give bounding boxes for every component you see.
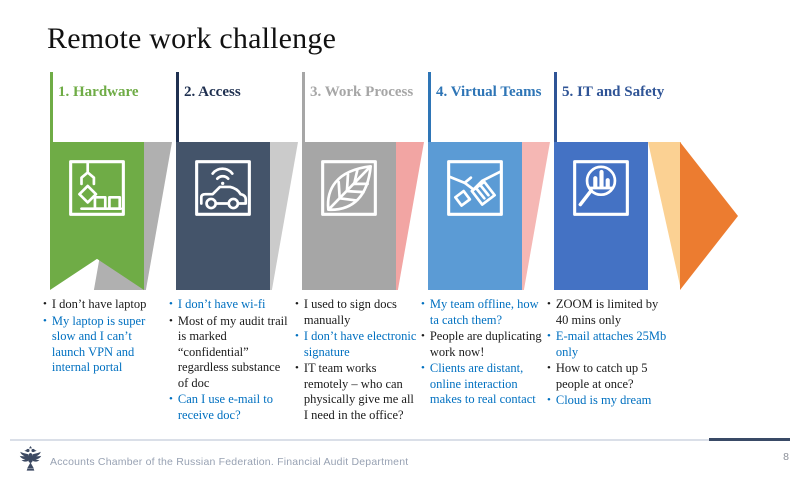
bullet-marker: • [547,298,551,310]
bullet-item: • I used to sign docs manually [295,297,417,328]
bullet-item: • My team offline, how ta catch them? [421,297,543,328]
bullet-item: • Clients are distant, online interaction… [421,361,543,408]
bullet-marker: • [547,330,551,342]
bullet-item: • People are duplicating work now! [421,329,543,360]
eagle-emblem [19,446,42,471]
footer-divider [10,439,736,441]
bullet-marker: • [43,298,47,310]
column-header: 1. Hardware [58,84,139,100]
column-accent-line [302,72,305,142]
bullet-marker: • [547,362,551,374]
column-banner [428,142,522,290]
bullet-item: • IT team works remotely – who can physic… [295,361,417,423]
column-header: 2. Access [184,84,241,100]
column-accent-line [176,72,179,142]
column-bullets: • I don’t have wi-fi • Most of my audit tra… [169,297,291,424]
icon-slot [444,157,506,219]
leaf-icon [321,160,377,216]
column-header: 3. Work Process [310,84,414,100]
connected-car-icon [195,160,251,216]
bullet-text: How to catch up 5 people at once? [555,361,648,391]
bullet-item: • Can I use e-mail to receive doc? [169,392,291,423]
bullet-marker: • [421,330,425,342]
icon-slot [66,157,128,219]
bullet-item: • E-mail attaches 25Mb only [547,329,669,360]
crane-icon [69,160,125,216]
page-title: Remote work challenge [47,22,337,55]
bullet-text: I don’t have wi-fi [177,297,266,311]
column-banner [554,142,648,290]
column-header: 5. IT and Safety [562,84,665,100]
bullet-item: • How to catch up 5 people at once? [547,361,669,392]
bullet-item: • I don’t have electronic signature [295,329,417,360]
page-number: 8 [783,451,789,463]
bullet-item: • ZOOM is limited by 40 mins only [547,297,669,328]
bullet-marker: • [43,314,47,327]
bullet-item: • My laptop is super slow and I can’t lau… [43,314,165,376]
bullet-text: I don’t have electronic signature [303,329,417,359]
column-accent-line [50,72,53,142]
icon-slot [318,157,380,219]
bullet-text: Can I use e-mail to receive doc? [177,392,273,422]
bullet-marker: • [547,394,551,406]
bullet-marker: • [169,393,173,405]
column-bullets: • I don’t have laptop • My laptop is super … [43,297,165,377]
bullet-text: My laptop is super slow and I can’t laun… [51,313,146,375]
footer-org-text: Accounts Chamber of the Russian Federati… [50,456,409,468]
magnifier-chart-icon [573,160,629,216]
bullet-text: ZOOM is limited by 40 mins only [555,297,659,327]
bullet-item: • I don’t have laptop [43,297,165,313]
bullet-text: I used to sign docs manually [303,297,397,327]
bullet-text: I don’t have laptop [51,297,147,311]
bullet-marker: • [295,330,299,342]
column-header: 4. Virtual Teams [436,84,542,100]
bullet-text: My team offline, how ta catch them? [429,297,539,327]
bullet-marker: • [421,362,425,374]
connector-band-5 [648,142,681,290]
column-bullets: • My team offline, how ta catch them? • Peo… [421,297,543,409]
column-accent-line [428,72,431,142]
bullet-marker: • [295,298,299,310]
bullet-text: IT team works remotely – who can physica… [303,361,414,422]
bullet-text: Clients are distant, online interaction … [429,361,536,406]
column-banner [176,142,270,290]
icon-slot [570,157,632,219]
footer-divider-accent [709,438,790,441]
icon-slot [192,157,254,219]
bullet-text: E-mail attaches 25Mb only [555,329,667,359]
bullet-item: • Most of my audit trail is marked “confi… [169,314,291,392]
column-bullets: • ZOOM is limited by 40 mins only • E-mail … [547,297,669,410]
bullet-item: • I don’t have wi-fi [169,297,291,313]
column-bullets: • I used to sign docs manually • I don’t ha… [295,297,417,424]
bullet-marker: • [169,298,173,310]
bullet-text: People are duplicating work now! [429,329,542,359]
bullet-text: Most of my audit trail is marked “confid… [177,313,288,390]
column-banner [302,142,396,290]
bullet-text: Cloud is my dream [555,393,652,407]
bullet-marker: • [295,362,299,374]
arrow-head [680,142,738,290]
bullet-marker: • [421,298,425,310]
handshake-icon [447,160,503,216]
column-accent-line [554,72,557,142]
bullet-marker: • [169,314,173,327]
bullet-item: • Cloud is my dream [547,393,669,409]
